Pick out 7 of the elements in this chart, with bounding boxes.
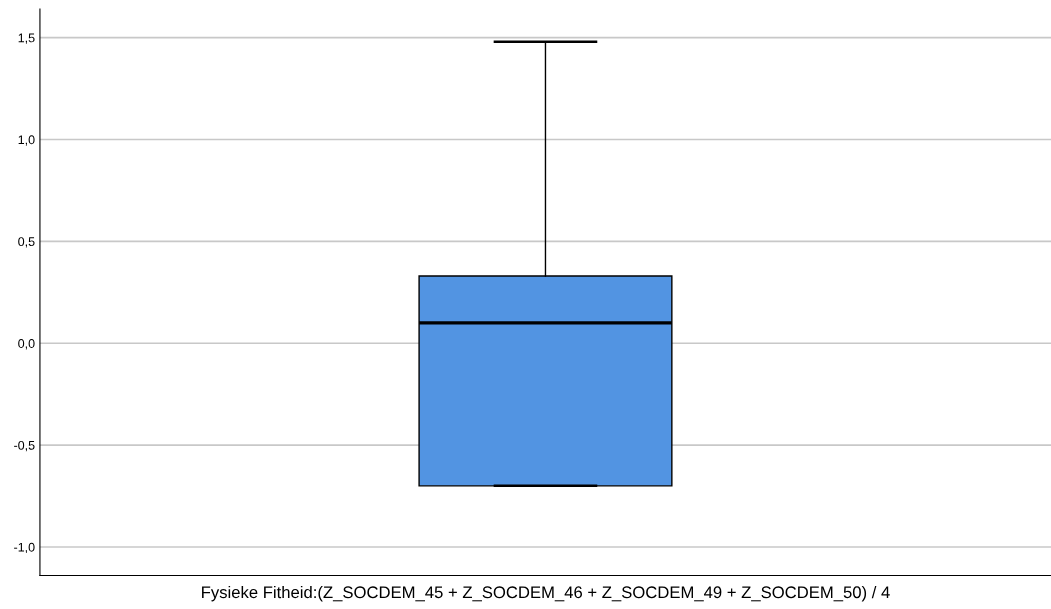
x-axis-title: Fysieke Fitheid:(Z_SOCDEM_45 + Z_SOCDEM_46 + Z_SOCDEM_49 + Z_SOCDEM_50) / 4 [202,585,890,602]
y-tick-label: 0,0 [18,339,35,350]
y-tick-label: -0,5 [14,440,35,452]
y-tick-label: -1,0 [14,542,35,554]
y-tick-label: 1,0 [18,135,35,146]
y-tick-label: 0,5 [18,237,35,248]
y-tick-label: 1,5 [18,33,35,44]
